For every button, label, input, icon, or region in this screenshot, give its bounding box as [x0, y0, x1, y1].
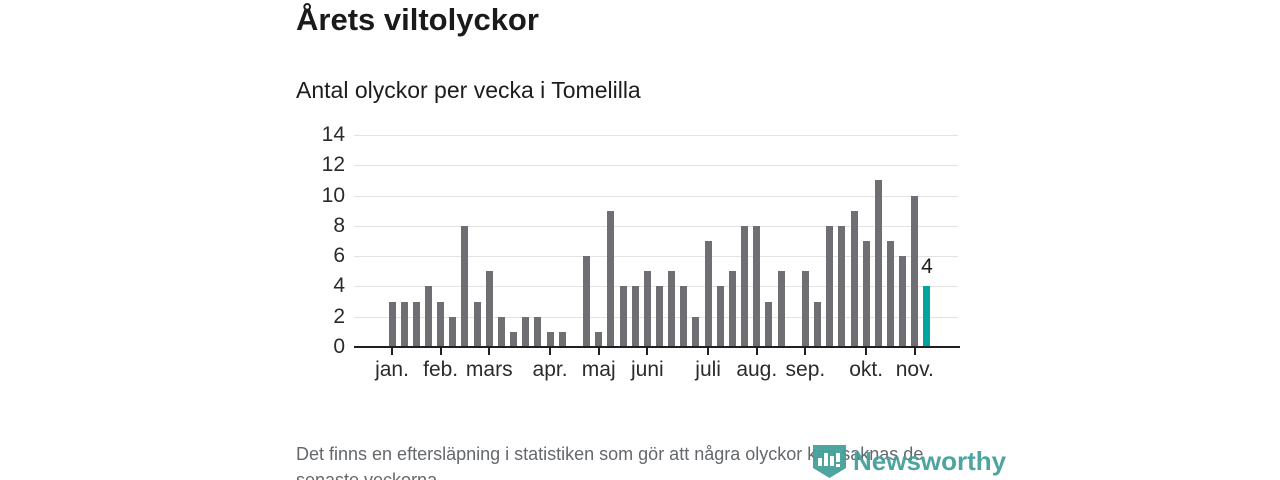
x-axis-month-label: mars	[465, 358, 513, 381]
x-axis-month-label: nov.	[895, 358, 934, 381]
y-axis-tick-label: 14	[321, 123, 345, 146]
x-axis-tick	[391, 348, 393, 355]
footnote-line: Det finns en eftersläpning i statistiken…	[296, 444, 924, 464]
bar-week	[741, 226, 749, 347]
bar-week	[583, 256, 591, 347]
bar-week	[765, 302, 773, 347]
y-axis-tick-label: 0	[333, 335, 345, 358]
x-axis-month-label: maj	[581, 358, 616, 381]
y-axis-tick-label: 4	[333, 274, 345, 298]
y-axis-tick-label: 8	[333, 213, 345, 237]
gridline	[354, 165, 958, 167]
gridline	[354, 195, 958, 197]
x-axis-tick	[646, 348, 649, 355]
bar-week	[546, 332, 554, 347]
bar-week	[631, 286, 639, 347]
x-axis-month-label: juli	[695, 358, 721, 381]
bar-week	[777, 271, 785, 347]
bar-week	[558, 332, 566, 347]
bar-week	[850, 211, 858, 347]
y-axis-tick-label: 2	[333, 304, 345, 328]
newsworthy-logo: Newsworthy	[811, 443, 1006, 479]
footnote-line: senaste veckorna.	[296, 470, 443, 480]
x-axis-tick	[549, 348, 552, 355]
x-axis-tick	[755, 348, 758, 355]
bar-week	[497, 317, 505, 347]
bar-week	[801, 271, 809, 347]
x-axis-tick	[439, 348, 442, 355]
bar-chart-plot-area	[354, 135, 958, 347]
x-axis-month-label: juni	[630, 358, 664, 381]
chart-subtitle: Antal olyckor per vecka i Tomelilla	[296, 77, 641, 103]
bar-week	[595, 332, 603, 347]
bar-week	[862, 241, 870, 347]
bar-week	[643, 271, 651, 347]
newsworthy-wordmark: Newsworthy	[853, 445, 1007, 476]
bar-week	[473, 302, 481, 347]
bar-week	[461, 226, 469, 347]
bar-week	[449, 317, 457, 347]
x-axis-month-label: aug.	[736, 358, 778, 381]
bar-week	[692, 317, 700, 347]
bar-week	[655, 286, 663, 347]
x-axis-tick	[913, 348, 916, 355]
bar-week	[412, 302, 420, 347]
x-axis-month-label: sep.	[785, 358, 826, 381]
bar-week	[728, 271, 736, 347]
bar-week	[704, 241, 712, 347]
chart-title: Årets viltolyckor	[296, 2, 539, 37]
y-axis-tick-label: 12	[321, 153, 345, 177]
bar-week	[607, 211, 615, 347]
x-axis-month-label: apr.	[532, 358, 568, 381]
bar-week	[814, 302, 822, 347]
x-axis-line	[354, 346, 960, 348]
x-axis-month-label: okt.	[849, 358, 884, 381]
bar-week	[716, 286, 724, 347]
bar-week	[485, 271, 493, 347]
bar-week	[887, 241, 895, 347]
bar-week	[911, 196, 919, 347]
x-axis-tick	[597, 348, 600, 355]
x-axis-tick	[488, 348, 491, 355]
bar-week	[899, 256, 907, 347]
x-axis-tick	[865, 348, 868, 355]
bar-week	[424, 286, 432, 347]
gridline	[354, 256, 958, 258]
bar-week	[437, 302, 445, 347]
newsworthy-banner-chart-icon	[813, 444, 846, 478]
bar-week	[668, 271, 676, 347]
y-axis-tick-label: 6	[333, 244, 345, 268]
last-value-label: 4	[921, 255, 933, 278]
bar-week	[680, 286, 688, 347]
bar-week	[874, 180, 882, 347]
bar-current-week-highlight	[923, 286, 931, 347]
bar-week	[534, 317, 542, 347]
x-axis-month-label: jan.	[375, 358, 409, 381]
gridline	[354, 135, 958, 136]
bar-week	[510, 332, 518, 347]
bar-week	[400, 302, 408, 347]
bar-week	[619, 286, 627, 347]
bar-week	[838, 226, 846, 347]
bar-week	[826, 226, 834, 347]
y-axis-tick-label: 10	[321, 183, 345, 207]
x-axis-month-label: feb.	[423, 358, 459, 381]
x-axis-tick	[804, 348, 807, 355]
bar-week	[753, 226, 761, 347]
gridline	[354, 225, 958, 227]
bar-week	[388, 302, 396, 347]
x-axis-tick	[707, 348, 710, 355]
bar-week	[522, 317, 530, 347]
footnote: Det finns en eftersläpning i statistiken…	[296, 441, 1016, 480]
